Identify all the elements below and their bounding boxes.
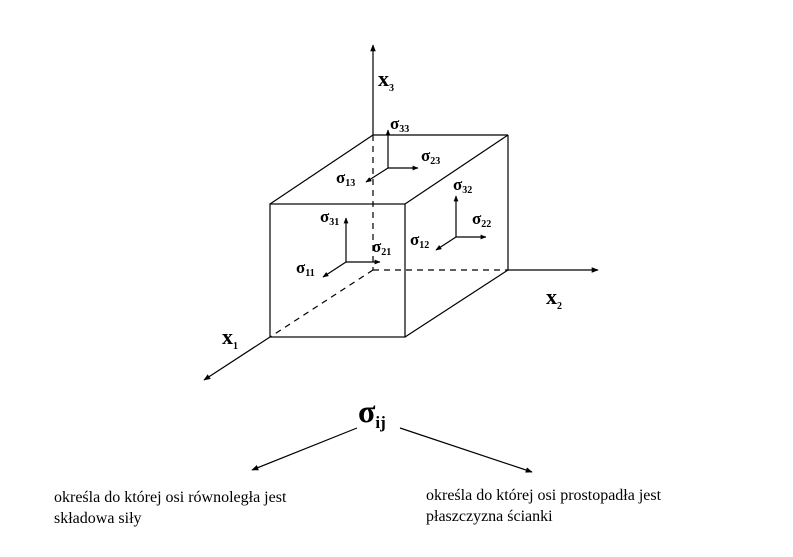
axis-label-x3: x3 [378,66,394,94]
arrow-s13 [365,167,389,183]
arrow-s12 [435,236,457,251]
arrow-to-right-description [399,427,533,473]
description-left-line-2: składowa siły [54,510,142,527]
description-left: określa do której osi równoległa jest sk… [54,487,384,529]
tensor-sigma-ij: σij [358,393,386,432]
description-right-line-1: określa do której osi prostopadła jest [426,487,662,504]
cube [269,134,509,338]
axis-label-x1: x1 [222,324,238,352]
description-left-line-1: określa do której osi równoległa jest [54,489,287,506]
label-s23: σ23 [421,146,440,167]
label-s31: σ31 [320,207,339,228]
label-s22: σ22 [472,209,491,230]
arrow-to-left-description [251,427,358,471]
label-s21: σ21 [372,237,391,258]
x1-axis [203,336,271,381]
arrow-s11 [322,261,347,278]
axis-label-x2: x2 [546,284,562,312]
description-right-line-2: płaszczyzna ścianki [426,508,553,525]
label-s32: σ32 [453,175,472,196]
hidden-edges [269,135,508,338]
label-s11: σ11 [296,258,315,279]
description-right: określa do której osi prostopadła jest p… [426,485,756,527]
label-s12: σ12 [410,230,429,251]
label-s13: σ13 [336,168,355,189]
label-s33: σ33 [390,114,409,135]
